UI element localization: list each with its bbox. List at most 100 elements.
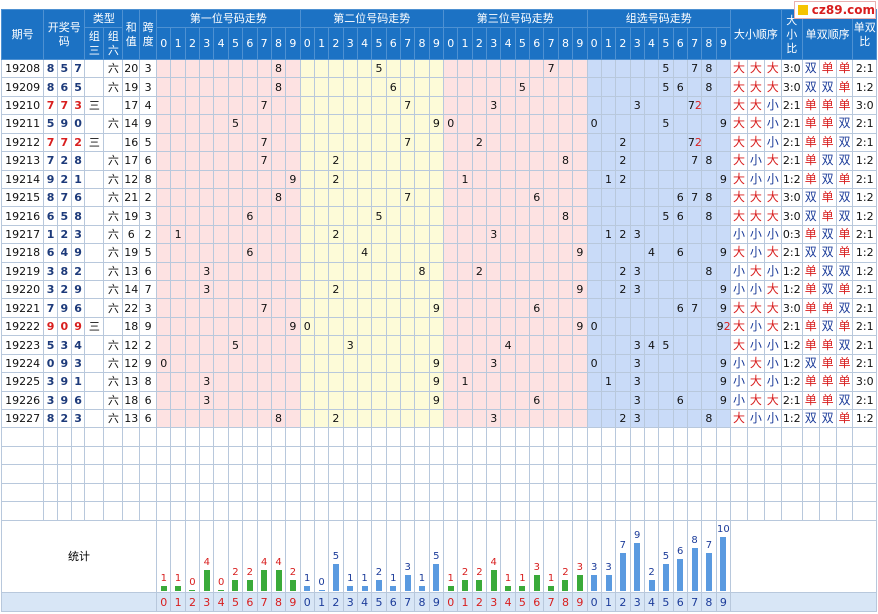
trend-cell (414, 280, 430, 300)
header-digit: 9 (715, 27, 732, 60)
site-logo[interactable]: cz89.com (794, 1, 876, 19)
trend-cell (443, 243, 459, 263)
stat-bar (189, 590, 196, 592)
trend-cell (399, 77, 416, 97)
trend-cell (557, 58, 574, 79)
size-cell: 大 (730, 169, 748, 189)
footer-digit: 6 (385, 592, 401, 612)
header-digit: 9 (285, 27, 301, 60)
draw-number: 9 (70, 243, 86, 263)
trend-cell (356, 58, 373, 79)
stat-bar-wrap: 4 (488, 522, 500, 592)
parity-cell: 单 (818, 353, 837, 374)
trend-cell: 8 (270, 187, 287, 208)
trend-cell: 1 (170, 224, 186, 245)
trend-cell (543, 280, 559, 300)
trend-cell: 6 (529, 187, 545, 208)
group-cell (686, 409, 703, 429)
trend-cell (543, 353, 559, 374)
blank-cell (84, 501, 105, 521)
trend-cell (486, 151, 502, 171)
type-zu6: 六 (103, 243, 124, 263)
trend-cell (170, 77, 186, 97)
trend-cell (356, 95, 373, 116)
trend-cell (514, 206, 531, 226)
type-zu3 (84, 243, 105, 263)
group-cell (715, 409, 732, 429)
group-cell (615, 243, 631, 263)
trend-cell: 7 (256, 151, 272, 171)
sum-value: 22 (122, 298, 141, 318)
stat-bar (662, 564, 669, 592)
trend-cell (199, 114, 215, 134)
stat-bar-value: 1 (418, 572, 426, 584)
draw-number: 7 (43, 298, 58, 318)
trend-cell (213, 77, 229, 97)
trend-cell (285, 409, 301, 429)
blank-cell (643, 464, 660, 484)
repeat-count: 2 (723, 320, 731, 334)
trend-cell: 7 (399, 95, 416, 116)
draw-number: 3 (70, 224, 86, 245)
group-cell: 5 (658, 58, 674, 79)
blank-cell (199, 427, 215, 447)
stat-bar-cell: 2 (285, 519, 301, 594)
trend-cell (529, 114, 545, 134)
header-digit: 7 (543, 27, 559, 60)
blank-cell (543, 427, 559, 447)
parity-cell: 单 (801, 372, 820, 392)
trend-cell: 7 (256, 95, 272, 116)
trend-cell (299, 187, 315, 208)
trend-cell (428, 224, 445, 245)
blank-cell (457, 482, 473, 503)
trend-cell (270, 95, 287, 116)
trend-cell (543, 132, 559, 153)
trend-cell (557, 390, 574, 411)
stat-bar-cell: 2 (371, 519, 387, 594)
trend-cell (199, 409, 215, 429)
blank-cell (0, 445, 45, 466)
sum-value: 17 (122, 95, 141, 116)
stat-bar (289, 580, 296, 592)
blank-cell (852, 427, 877, 447)
stat-bar-value: 3 (590, 562, 598, 574)
trend-cell (328, 243, 344, 263)
group-cell: 92 (715, 316, 732, 337)
stat-bar-value: 7 (619, 540, 627, 552)
draw-number: 0 (43, 353, 58, 374)
group-cell: 72 (686, 132, 703, 153)
blank-cell (328, 464, 344, 484)
blank-cell (835, 427, 854, 447)
stat-bar-wrap: 2 (473, 522, 485, 592)
trend-cell (428, 151, 445, 171)
trend-cell (356, 372, 373, 392)
trend-cell (356, 169, 373, 189)
blank-cell (715, 445, 732, 466)
blank-cell (0, 427, 45, 447)
header-digit: 0 (586, 27, 602, 60)
blank-cell (486, 427, 502, 447)
trend-cell (285, 58, 301, 79)
stat-bar-value: 2 (648, 567, 655, 579)
trend-cell (285, 243, 301, 263)
trend-cell (328, 335, 344, 355)
trend-cell (414, 132, 430, 153)
trend-cell (514, 298, 531, 318)
period-cell: 19217 (0, 224, 45, 245)
trend-cell (399, 243, 416, 263)
stat-bar-cell: 1 (385, 519, 401, 594)
draw-number: 3 (70, 353, 86, 374)
trend-cell: 5 (371, 206, 387, 226)
blank-cell (514, 464, 531, 484)
blank-cell (529, 427, 545, 447)
group-cell (701, 298, 717, 318)
trend-cell (242, 114, 258, 134)
size-cell: 小 (763, 114, 782, 134)
trend-cell (385, 187, 401, 208)
header-digit: 0 (299, 27, 315, 60)
span-value: 3 (139, 58, 158, 79)
type-zu3 (84, 298, 105, 318)
draw-number: 8 (43, 77, 58, 97)
draw-number: 3 (70, 95, 86, 116)
size-ratio: 0:3 (780, 224, 803, 245)
